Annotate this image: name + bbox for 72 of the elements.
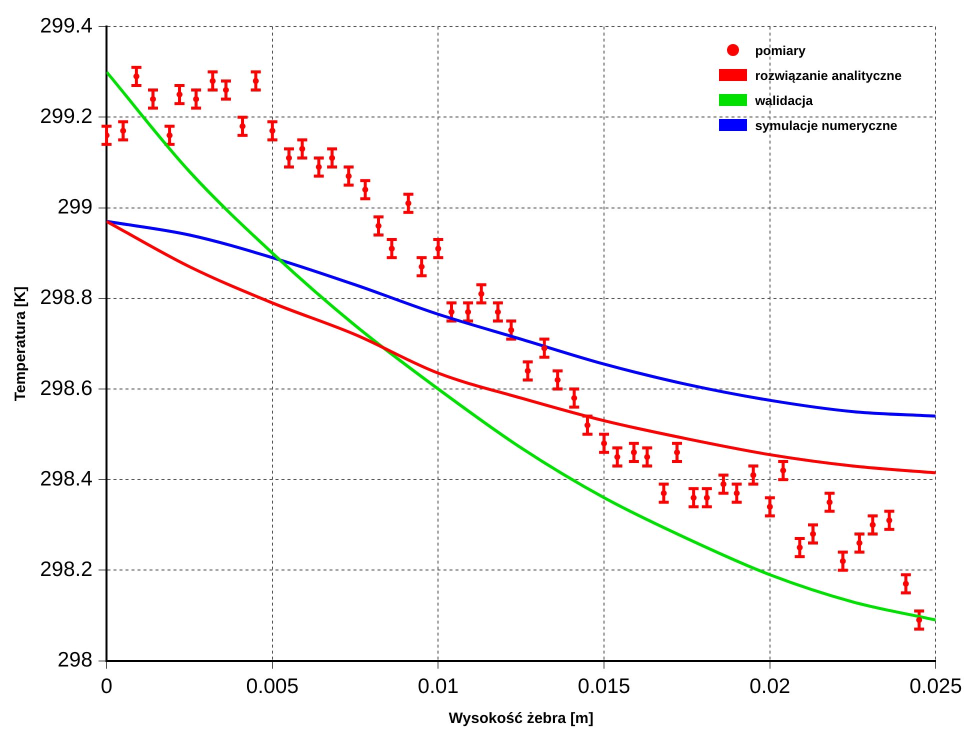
point — [644, 454, 650, 460]
point — [329, 154, 336, 161]
y-tick-label: 298.6 — [40, 376, 93, 400]
point — [660, 490, 667, 496]
point — [674, 449, 680, 456]
point — [133, 73, 140, 80]
point — [222, 87, 229, 94]
point — [478, 290, 484, 297]
legend-label: rozwiązanie analityczne — [755, 68, 902, 83]
point — [508, 327, 514, 334]
point — [269, 128, 276, 134]
point — [494, 308, 501, 315]
point — [554, 376, 561, 383]
point — [210, 78, 216, 84]
legend-label: symulacje numeryczne — [755, 118, 898, 133]
point — [690, 494, 697, 501]
point — [150, 96, 156, 102]
x-axis-title: Wysokość żebra [m] — [448, 710, 594, 728]
point — [780, 468, 786, 474]
point — [376, 222, 382, 229]
x-tick-label: 0.015 — [578, 675, 630, 698]
point — [734, 490, 740, 496]
legend-label: pomiary — [755, 42, 806, 58]
point — [796, 544, 803, 551]
x-tick-label: 0.01 — [418, 675, 459, 698]
point — [571, 395, 578, 402]
y-tick-label: 298 — [58, 648, 93, 672]
point — [584, 422, 590, 428]
point — [614, 454, 620, 460]
y-tick-label: 298.8 — [40, 286, 93, 310]
x-tick-label: 0.02 — [749, 675, 790, 698]
legend-label: walidacja — [755, 92, 813, 108]
line-series — [106, 70, 936, 622]
x-tick-label: 0 — [100, 675, 112, 698]
point — [388, 246, 395, 252]
point — [766, 504, 773, 510]
point — [166, 132, 173, 138]
y-tick-label: 299 — [58, 196, 93, 219]
y-tick-label: 299.2 — [40, 104, 93, 128]
point — [902, 580, 909, 587]
y-tick-label: 299.4 — [40, 14, 93, 38]
point — [720, 481, 726, 488]
point — [252, 78, 259, 84]
point — [240, 123, 246, 130]
point — [630, 449, 637, 456]
point — [856, 540, 862, 546]
point — [120, 128, 126, 134]
point — [886, 517, 892, 524]
point — [316, 164, 322, 170]
point — [299, 146, 306, 152]
point — [826, 499, 833, 506]
point — [465, 308, 472, 315]
point — [405, 200, 412, 206]
line-series — [106, 220, 936, 418]
point — [418, 264, 425, 270]
point — [362, 186, 368, 193]
x-tick-label: 0.005 — [246, 675, 299, 698]
y-axis-title: Temperatura [K] — [12, 286, 30, 402]
point — [541, 345, 548, 352]
x-tick-label: 0.025 — [909, 675, 962, 698]
y-tick-label: 298.4 — [40, 467, 93, 490]
y-tick-label: 298.2 — [40, 558, 93, 581]
point — [916, 617, 922, 624]
point — [346, 173, 352, 180]
point — [601, 440, 608, 446]
point — [704, 494, 710, 501]
point — [870, 522, 876, 528]
point — [193, 96, 200, 102]
point — [750, 472, 756, 478]
point — [435, 246, 442, 252]
point — [524, 368, 531, 374]
point — [840, 558, 846, 564]
